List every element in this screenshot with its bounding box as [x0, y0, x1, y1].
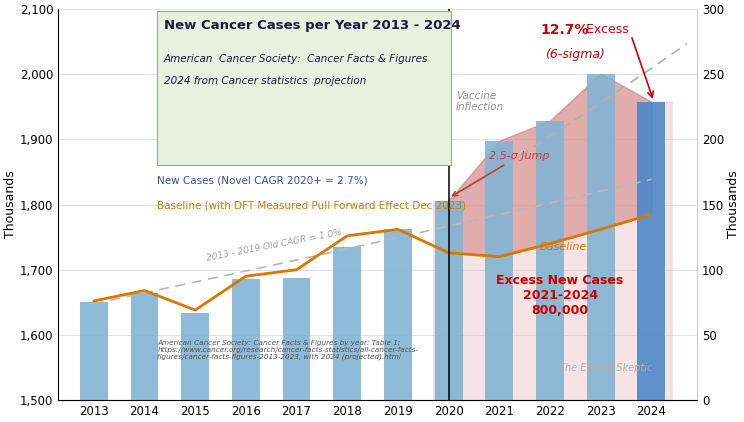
Text: American  Cancer Society:  Cancer Facts & Figures: American Cancer Society: Cancer Facts & … — [164, 54, 428, 64]
Bar — [434, 201, 463, 422]
Text: The Ethical Skeptic: The Ethical Skeptic — [559, 362, 652, 373]
Text: 2013 - 2019 Old CAGR = 1.0%: 2013 - 2019 Old CAGR = 1.0% — [205, 228, 342, 263]
Text: Excess: Excess — [582, 23, 629, 36]
Bar — [333, 247, 361, 422]
Text: 2024 from Cancer statistics  projection: 2024 from Cancer statistics projection — [164, 76, 366, 86]
Text: Baseline (with DFT Measured Pull Forward Effect Dec 2023): Baseline (with DFT Measured Pull Forward… — [157, 201, 466, 211]
Bar — [485, 141, 513, 422]
Bar — [130, 292, 158, 422]
Bar — [536, 121, 564, 422]
Y-axis label: Thousands: Thousands — [4, 170, 17, 238]
Text: Vaccine
Inflection: Vaccine Inflection — [456, 91, 504, 112]
Text: 2.5-σ Jump: 2.5-σ Jump — [452, 151, 550, 196]
Text: 12.7%: 12.7% — [540, 23, 589, 37]
Text: American Cancer Society: Cancer Facts & Figures by year: Table 1;
https://www.ca: American Cancer Society: Cancer Facts & … — [157, 339, 418, 360]
Y-axis label: Thousands: Thousands — [727, 170, 740, 238]
Text: Excess New Cases
2021-2024
800,000: Excess New Cases 2021-2024 800,000 — [496, 274, 623, 317]
Bar — [384, 229, 412, 422]
Bar — [283, 278, 310, 422]
Text: Baseline: Baseline — [540, 242, 587, 252]
Text: New Cases (Novel CAGR 2020+ = 2.7%): New Cases (Novel CAGR 2020+ = 2.7%) — [157, 175, 368, 185]
Bar — [80, 302, 108, 422]
Bar — [182, 313, 209, 422]
Text: (6-sigma): (6-sigma) — [545, 48, 605, 61]
Text: New Cancer Cases per Year 2013 - 2024: New Cancer Cases per Year 2013 - 2024 — [164, 19, 461, 32]
Bar — [587, 74, 615, 422]
Bar — [232, 279, 260, 422]
FancyBboxPatch shape — [157, 11, 451, 165]
Bar — [638, 102, 665, 422]
